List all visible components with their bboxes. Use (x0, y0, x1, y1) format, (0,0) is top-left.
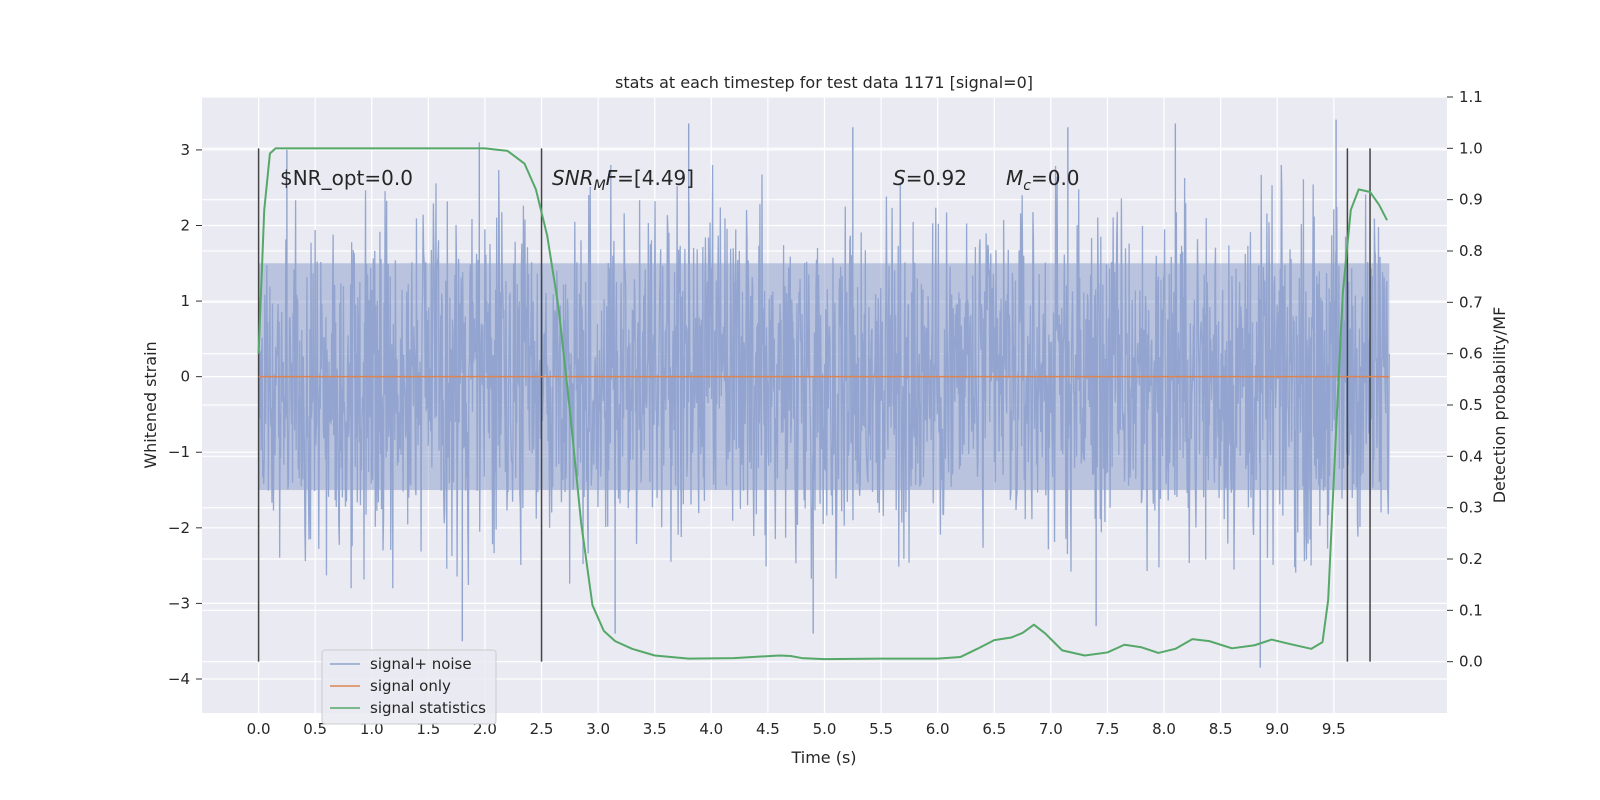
x-tick-label: 4.0 (699, 720, 723, 738)
x-tick-label: 6.5 (982, 720, 1006, 738)
annotation-snr-opt: $NR_opt=0.0 (280, 166, 413, 190)
axis-ticks: 0.0 0.5 1.0 1.5 2.0 2.5 3.0 3.5 4.0 4.5 5.0 5.5 6.0 6… (168, 88, 1483, 738)
series-signal-statistics-line (257, 147, 1388, 661)
x-tick-label: 2.5 (530, 720, 554, 738)
y2-tick-label: 0.4 (1459, 447, 1483, 465)
y2-tick-label: 0.2 (1459, 550, 1483, 568)
y-tick-label: −2 (168, 519, 190, 537)
x-tick-label: 5.0 (813, 720, 837, 738)
x-tick-label: 8.5 (1209, 720, 1233, 738)
vertical-markers (257, 148, 1371, 662)
y-tick-label: 3 (180, 141, 190, 159)
y2-tick-label: 1.0 (1459, 139, 1483, 157)
y2-tick-label: 0.9 (1459, 191, 1483, 209)
y2-tick-label: 0.5 (1459, 396, 1483, 414)
y-tick-label: −1 (168, 443, 190, 461)
y2-tick-label: 0.8 (1459, 242, 1483, 260)
annotation-s: S=0.92 (893, 166, 967, 190)
x-tick-label: 4.5 (756, 720, 780, 738)
y2-tick-label: 1.1 (1459, 88, 1483, 106)
line-series (257, 147, 1390, 661)
legend-label-signal-statistics: signal statistics (370, 699, 486, 717)
x-tick-label: 6.0 (926, 720, 950, 738)
annotation-snr-mf: SNRMF=[4.49] (552, 166, 694, 194)
annotation-mc: Mc=0.0 (1006, 166, 1080, 194)
legend-label-signal-noise: signal+ noise (370, 655, 472, 673)
y-tick-label: −3 (168, 594, 190, 612)
x-tick-label: 3.5 (643, 720, 667, 738)
x-tick-label: 9.5 (1322, 720, 1346, 738)
y2-tick-label: 0.1 (1459, 601, 1483, 619)
y2-tick-label: 0.6 (1459, 345, 1483, 363)
x-tick-label: 0.0 (247, 720, 271, 738)
y2-tick-label: 0.3 (1459, 499, 1483, 517)
x-tick-label: 0.5 (303, 720, 327, 738)
y-tick-label: 2 (180, 216, 190, 234)
y-tick-label: 0 (180, 368, 190, 386)
y2-tick-label: 0.7 (1459, 293, 1483, 311)
y2-tick-label: 0.0 (1459, 653, 1483, 671)
y2-axis-label: Detection probability/MF (1490, 307, 1509, 504)
x-tick-label: 3.0 (586, 720, 610, 738)
legend: signal+ noise signal only signal statist… (321, 649, 497, 725)
x-tick-label: 7.0 (1039, 720, 1063, 738)
chart-title: stats at each timestep for test data 117… (615, 73, 1033, 92)
x-axis-label: Time (s) (790, 748, 856, 767)
x-tick-label: 5.5 (869, 720, 893, 738)
y-axis-label: Whitened strain (141, 341, 160, 468)
legend-label-signal-only: signal only (370, 677, 451, 695)
x-tick-label: 8.0 (1152, 720, 1176, 738)
y-tick-label: 1 (180, 292, 190, 310)
legend-box (321, 649, 497, 725)
x-tick-label: 9.0 (1265, 720, 1289, 738)
x-tick-label: 7.5 (1096, 720, 1120, 738)
y-tick-label: −4 (168, 670, 190, 688)
